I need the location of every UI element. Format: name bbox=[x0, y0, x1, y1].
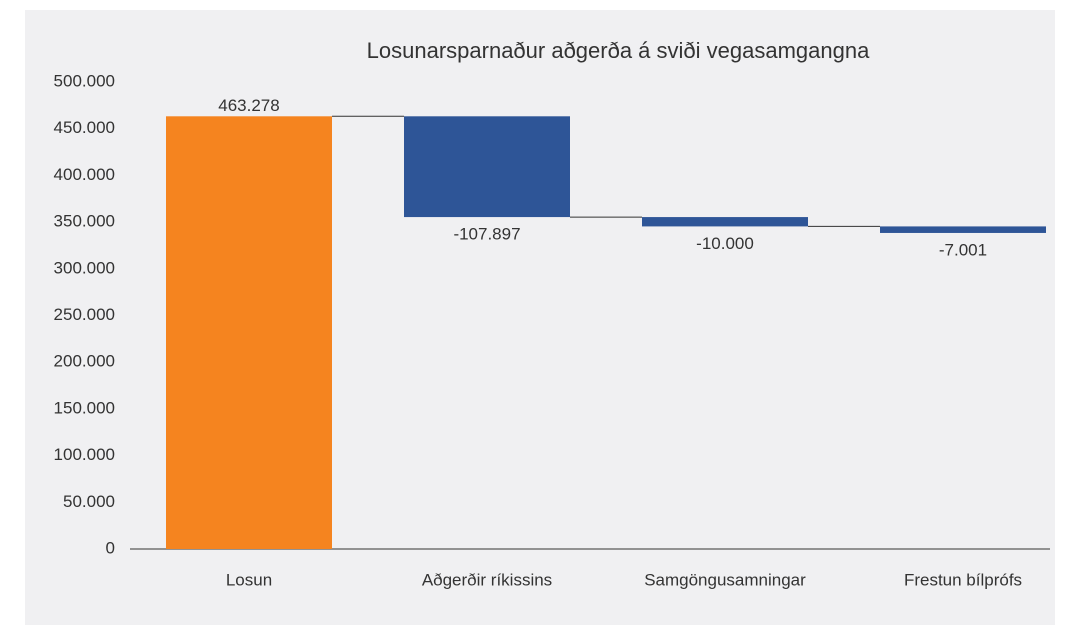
chart-title: Losunarsparnaður aðgerða á sviði vegasam… bbox=[367, 38, 870, 63]
y-tick-label: 400.000 bbox=[54, 165, 115, 184]
y-tick-label: 100.000 bbox=[54, 445, 115, 464]
y-tick-label: 450.000 bbox=[54, 118, 115, 137]
bar bbox=[642, 217, 808, 227]
data-label: -7.001 bbox=[939, 240, 987, 259]
y-tick-label: 50.000 bbox=[63, 492, 115, 511]
y-tick-label: 500.000 bbox=[54, 71, 115, 90]
bar bbox=[166, 116, 332, 550]
data-label: -10.000 bbox=[696, 234, 754, 253]
y-tick-label: 0 bbox=[106, 538, 115, 557]
y-tick-label: 300.000 bbox=[54, 258, 115, 277]
y-tick-label: 200.000 bbox=[54, 352, 115, 371]
data-label: 463.278 bbox=[218, 96, 279, 115]
y-tick-label: 250.000 bbox=[54, 305, 115, 324]
x-tick-label: Frestun bílprófs bbox=[904, 570, 1022, 589]
y-tick-label: 350.000 bbox=[54, 212, 115, 231]
x-tick-label: Losun bbox=[226, 570, 272, 589]
data-label: -107.897 bbox=[453, 225, 520, 244]
bar bbox=[880, 226, 1046, 233]
x-tick-label: Aðgerðir ríkissins bbox=[422, 570, 552, 589]
bar bbox=[404, 116, 570, 218]
y-tick-label: 150.000 bbox=[54, 398, 115, 417]
x-tick-label: Samgöngusamningar bbox=[644, 570, 806, 589]
